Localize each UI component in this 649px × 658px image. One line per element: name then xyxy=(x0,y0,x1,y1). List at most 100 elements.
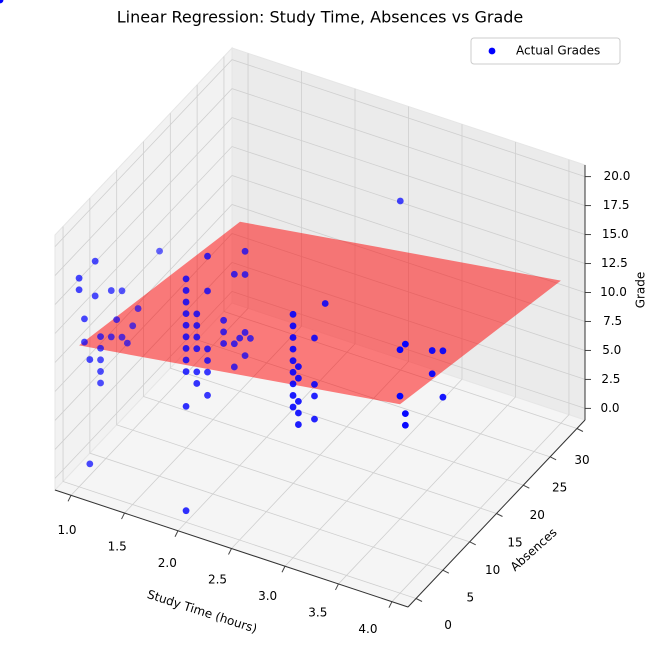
data-point xyxy=(134,305,142,312)
data-point xyxy=(311,415,318,423)
data-point xyxy=(289,392,297,399)
data-point xyxy=(311,380,318,388)
x-tick xyxy=(335,583,339,591)
data-point xyxy=(294,363,302,371)
data-point xyxy=(396,197,404,205)
data-point xyxy=(321,300,329,307)
data-point xyxy=(182,275,190,283)
y-tick-label: 30 xyxy=(574,453,589,467)
z-tick-label: 5.0 xyxy=(602,343,621,357)
data-point xyxy=(241,352,249,360)
data-point xyxy=(129,322,137,330)
data-point xyxy=(81,315,88,323)
grid-line xyxy=(54,59,586,247)
data-point xyxy=(236,334,244,342)
data-point xyxy=(182,287,190,294)
data-point xyxy=(289,345,297,353)
data-point xyxy=(107,333,115,341)
data-point xyxy=(401,340,409,348)
z-tick-label: 12.5 xyxy=(601,256,628,270)
data-point xyxy=(156,247,163,255)
data-point xyxy=(241,329,249,336)
data-point xyxy=(241,247,249,255)
data-point xyxy=(182,402,190,410)
z-tick-label: 15.0 xyxy=(602,227,629,241)
data-point xyxy=(204,287,211,295)
grid-line xyxy=(54,88,586,276)
x-axis-label: Study Time (hours) xyxy=(145,587,258,636)
x-tick-label: 1.5 xyxy=(108,539,127,553)
grid-line xyxy=(116,169,470,543)
data-point xyxy=(86,460,94,468)
y-tick xyxy=(442,569,450,574)
data-point xyxy=(204,368,211,376)
grid-line xyxy=(54,117,586,305)
regression-plane xyxy=(79,221,561,405)
data-point xyxy=(289,334,297,341)
data-point xyxy=(311,334,318,342)
data-point xyxy=(428,347,436,354)
data-point xyxy=(289,322,297,330)
x-tick-label: 3.0 xyxy=(258,589,277,603)
data-point xyxy=(401,421,409,429)
data-point xyxy=(220,316,228,324)
data-point xyxy=(75,286,83,294)
data-point xyxy=(97,356,104,364)
grid-line xyxy=(143,141,497,514)
data-point xyxy=(107,287,115,294)
y-tick-label: 15 xyxy=(507,536,522,550)
z-tick-label: 7.5 xyxy=(603,314,622,328)
x-tick xyxy=(388,601,393,608)
x-tick-label: 4.0 xyxy=(358,622,377,636)
data-point xyxy=(230,340,238,348)
data-point xyxy=(428,370,436,378)
legend-marker xyxy=(488,47,496,55)
data-point xyxy=(204,345,211,353)
grid-line xyxy=(54,175,586,363)
y-tick-label: 5 xyxy=(467,591,475,605)
data-point xyxy=(289,368,297,376)
data-point xyxy=(182,298,190,306)
data-point xyxy=(118,287,126,295)
data-point xyxy=(289,403,297,411)
data-point xyxy=(97,344,104,352)
data-point xyxy=(123,339,131,347)
x-tick-label: 1.0 xyxy=(57,523,76,537)
data-point xyxy=(91,292,99,300)
z-tick-label: 20.0 xyxy=(604,169,631,183)
data-point xyxy=(311,392,318,400)
marks xyxy=(0,0,561,515)
grid-line xyxy=(338,141,516,585)
z-tick-label: 0.0 xyxy=(600,401,619,415)
data-point xyxy=(113,316,121,324)
grid-line xyxy=(54,146,586,334)
data-point xyxy=(75,274,83,282)
data-point xyxy=(86,356,94,363)
data-point xyxy=(294,374,302,382)
data-point xyxy=(182,321,190,329)
data-point xyxy=(193,368,201,376)
data-point xyxy=(230,270,238,278)
y-tick xyxy=(469,541,476,546)
legend: Actual Grades xyxy=(470,37,621,65)
z-tick-label: 2.5 xyxy=(601,372,620,386)
x-tick xyxy=(67,495,72,502)
grid-line xyxy=(169,113,524,486)
data-point xyxy=(204,391,211,399)
data-point xyxy=(289,310,297,318)
data-point xyxy=(247,334,254,342)
y-tick-label: 10 xyxy=(485,563,500,577)
grid-line xyxy=(89,198,443,571)
x-tick-label: 2.5 xyxy=(208,573,227,587)
legend-label: Actual Grades xyxy=(516,44,600,58)
y-axis-label: Absences xyxy=(508,525,560,574)
grid-line xyxy=(62,226,417,599)
x-tick-label: 3.5 xyxy=(308,606,327,620)
x-tick xyxy=(121,512,125,520)
data-point xyxy=(81,338,88,346)
data-point xyxy=(294,397,302,405)
data-point xyxy=(401,410,409,418)
x-tick-label: 2.0 xyxy=(158,556,177,570)
y-tick-label: 20 xyxy=(530,508,545,522)
